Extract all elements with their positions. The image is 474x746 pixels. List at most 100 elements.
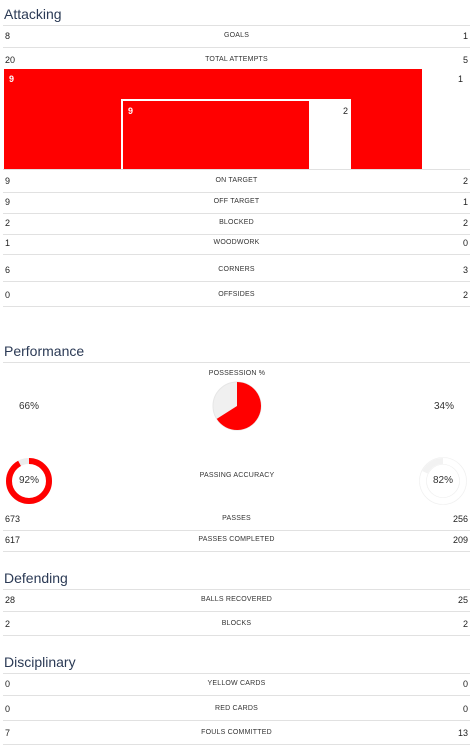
section-title-attacking: Attacking bbox=[4, 6, 62, 22]
home-value: 2 bbox=[5, 218, 11, 228]
home-value: 28 bbox=[5, 595, 16, 605]
inner-goal-frame: 9 2 bbox=[121, 99, 351, 169]
away-value: 2 bbox=[462, 218, 468, 228]
home-value: 0 bbox=[5, 679, 11, 689]
home-value: 9 bbox=[5, 176, 11, 186]
stat-label: RED CARDS bbox=[214, 705, 259, 712]
ring-outline bbox=[419, 457, 467, 505]
possession-home-value: 66% bbox=[19, 401, 40, 412]
divider bbox=[3, 720, 470, 721]
stat-row-goals: 8 GOALS 1 bbox=[3, 31, 470, 45]
passing-accuracy-home-value: 92% bbox=[18, 475, 39, 486]
stat-label: BLOCKS bbox=[221, 620, 252, 627]
stat-row-passes: 673 PASSES 256 bbox=[3, 514, 470, 528]
away-value: 2 bbox=[462, 619, 468, 629]
stat-row-red-cards: 0 RED CARDS 0 bbox=[3, 704, 470, 718]
away-value: 3 bbox=[462, 265, 468, 275]
divider bbox=[3, 169, 470, 170]
ring-fill bbox=[420, 458, 466, 504]
ring-fill bbox=[6, 458, 52, 504]
away-value: 0 bbox=[462, 679, 468, 689]
divider bbox=[3, 306, 470, 307]
divider bbox=[3, 234, 470, 235]
home-value: 6 bbox=[5, 265, 11, 275]
possession-label: POSSESSION % bbox=[208, 370, 266, 377]
inner-away-count: 2 bbox=[343, 106, 349, 116]
home-value: 1 bbox=[5, 238, 11, 248]
section-title-disciplinary: Disciplinary bbox=[4, 654, 76, 670]
attempts-graphic: 9 1 9 2 bbox=[4, 69, 470, 169]
home-value: 7 bbox=[5, 728, 11, 738]
stat-row-fouls-committed: 7 FOULS COMMITTED 13 bbox=[3, 728, 470, 742]
stat-row-total-attempts: 20 TOTAL ATTEMPTS 5 bbox=[3, 55, 470, 69]
home-value: 0 bbox=[5, 290, 11, 300]
outer-away-count: 1 bbox=[458, 74, 464, 84]
passing-accuracy-away-ring bbox=[419, 457, 467, 505]
divider bbox=[3, 589, 470, 590]
inner-goal-home bbox=[123, 101, 309, 169]
home-value: 8 bbox=[5, 31, 11, 41]
passing-accuracy-label: PASSING ACCURACY bbox=[199, 472, 275, 479]
outer-goal-away bbox=[422, 69, 470, 169]
section-title-performance: Performance bbox=[4, 343, 85, 359]
divider bbox=[3, 635, 470, 636]
away-value: 0 bbox=[462, 238, 468, 248]
divider bbox=[3, 25, 470, 26]
ring-outline bbox=[426, 464, 460, 498]
stat-label: OFF TARGET bbox=[213, 198, 260, 205]
divider bbox=[3, 281, 470, 282]
divider bbox=[3, 47, 470, 48]
stat-label: BALLS RECOVERED bbox=[200, 596, 273, 603]
divider bbox=[3, 551, 470, 552]
stat-row-on-target: 9 ON TARGET 2 bbox=[3, 176, 470, 190]
home-value: 2 bbox=[5, 619, 11, 629]
passing-accuracy-away-value: 82% bbox=[432, 475, 453, 486]
stat-row-offsides: 0 OFFSIDES 2 bbox=[3, 290, 470, 304]
stat-label: BLOCKED bbox=[219, 219, 254, 226]
divider bbox=[3, 530, 470, 531]
stat-row-off-target: 9 OFF TARGET 1 bbox=[3, 197, 470, 211]
stat-label: TOTAL ATTEMPTS bbox=[205, 56, 268, 63]
divider bbox=[3, 695, 470, 696]
outer-home-count: 9 bbox=[9, 74, 15, 84]
stat-label: GOALS bbox=[223, 32, 250, 39]
possession-pie-home bbox=[216, 382, 262, 430]
away-value: 5 bbox=[462, 55, 468, 65]
away-value: 0 bbox=[462, 704, 468, 714]
stat-label: CORNERS bbox=[218, 266, 255, 273]
home-value: 673 bbox=[5, 514, 21, 524]
inner-goal-away bbox=[309, 101, 349, 169]
home-value: 20 bbox=[5, 55, 16, 65]
stat-label: PASSES COMPLETED bbox=[198, 536, 275, 543]
home-value: 9 bbox=[5, 197, 11, 207]
inner-home-count: 9 bbox=[128, 106, 134, 116]
divider bbox=[3, 673, 470, 674]
stat-row-blocks: 2 BLOCKS 2 bbox=[3, 619, 470, 633]
away-value: 256 bbox=[452, 514, 468, 524]
away-value: 25 bbox=[457, 595, 468, 605]
divider bbox=[3, 192, 470, 193]
stat-row-balls-recovered: 28 BALLS RECOVERED 25 bbox=[3, 595, 470, 609]
stat-label: OFFSIDES bbox=[218, 291, 255, 298]
away-value: 2 bbox=[462, 290, 468, 300]
divider bbox=[3, 362, 470, 363]
stat-row-blocked: 2 BLOCKED 2 bbox=[3, 218, 470, 232]
divider bbox=[3, 254, 470, 255]
stat-row-yellow-cards: 0 YELLOW CARDS 0 bbox=[3, 679, 470, 693]
divider bbox=[3, 213, 470, 214]
away-value: 1 bbox=[462, 197, 468, 207]
home-value: 0 bbox=[5, 704, 11, 714]
passing-accuracy-home-ring bbox=[6, 458, 52, 504]
away-value: 209 bbox=[452, 535, 468, 545]
stat-row-woodwork: 1 WOODWORK 0 bbox=[3, 238, 470, 252]
section-title-defending: Defending bbox=[4, 570, 68, 586]
stat-row-corners: 6 CORNERS 3 bbox=[3, 265, 470, 279]
stat-label: FOULS COMMITTED bbox=[201, 729, 272, 736]
possession-pie bbox=[212, 381, 262, 431]
away-value: 1 bbox=[462, 31, 468, 41]
away-value: 2 bbox=[462, 176, 468, 186]
stat-label: ON TARGET bbox=[215, 177, 258, 184]
home-value: 617 bbox=[5, 535, 21, 545]
stat-label: PASSES bbox=[222, 515, 251, 522]
away-value: 13 bbox=[457, 728, 468, 738]
